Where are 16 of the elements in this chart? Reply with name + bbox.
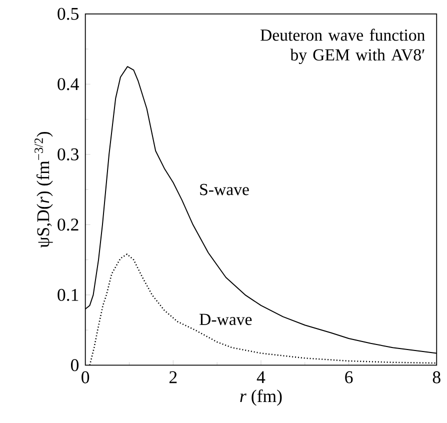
x-axis-title: r (fm) bbox=[240, 390, 282, 406]
y-tick-label: 0 bbox=[71, 359, 79, 372]
y-tick-label: 0.5 bbox=[58, 8, 79, 20]
x-tick-label: 6 bbox=[345, 371, 353, 384]
x-tick-label: 4 bbox=[256, 371, 266, 384]
annotation: Deuteron wave function by GEM with AV8′ bbox=[260, 28, 425, 64]
x-tick-label: 2 bbox=[169, 371, 177, 384]
x-tick-label: 0 bbox=[82, 371, 90, 384]
series-label: S-wave bbox=[200, 184, 249, 196]
y-tick-label: 0.3 bbox=[58, 148, 79, 161]
y-tick-label: 0.1 bbox=[58, 289, 78, 302]
y-tick-label: 0.4 bbox=[58, 78, 79, 90]
y-axis-title: ψS,D(r) (fm$^{−3/2}$) bbox=[34, 132, 53, 248]
x-tick-label: 8 bbox=[432, 371, 440, 384]
y-tick-label: 0.2 bbox=[58, 218, 78, 231]
series-label: D-wave bbox=[200, 314, 252, 326]
